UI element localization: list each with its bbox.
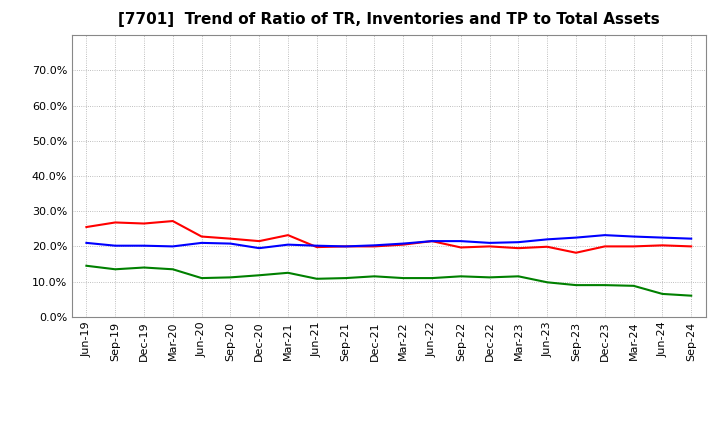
Line: Trade Receivables: Trade Receivables: [86, 221, 691, 253]
Trade Receivables: [485, 244, 494, 249]
Inventories: [629, 234, 638, 239]
Inventories: [485, 240, 494, 246]
Inventories: [399, 241, 408, 246]
Trade Payables: [140, 265, 148, 270]
Trade Receivables: [399, 242, 408, 247]
Trade Receivables: [255, 238, 264, 244]
Trade Payables: [543, 280, 552, 285]
Trade Payables: [82, 263, 91, 268]
Inventories: [111, 243, 120, 248]
Trade Payables: [168, 267, 177, 272]
Inventories: [284, 242, 292, 247]
Trade Payables: [687, 293, 696, 298]
Inventories: [226, 241, 235, 246]
Trade Receivables: [111, 220, 120, 225]
Inventories: [341, 244, 350, 249]
Trade Payables: [255, 273, 264, 278]
Trade Payables: [629, 283, 638, 289]
Trade Receivables: [687, 244, 696, 249]
Trade Receivables: [341, 244, 350, 249]
Trade Payables: [600, 282, 609, 288]
Inventories: [140, 243, 148, 248]
Trade Payables: [226, 275, 235, 280]
Trade Receivables: [197, 234, 206, 239]
Trade Payables: [658, 291, 667, 297]
Trade Payables: [456, 274, 465, 279]
Inventories: [687, 236, 696, 241]
Trade Payables: [341, 275, 350, 281]
Trade Receivables: [226, 236, 235, 241]
Inventories: [370, 243, 379, 248]
Inventories: [168, 244, 177, 249]
Title: [7701]  Trend of Ratio of TR, Inventories and TP to Total Assets: [7701] Trend of Ratio of TR, Inventories…: [118, 12, 660, 27]
Trade Receivables: [370, 244, 379, 249]
Inventories: [456, 238, 465, 244]
Trade Receivables: [428, 238, 436, 244]
Trade Payables: [514, 274, 523, 279]
Trade Payables: [572, 282, 580, 288]
Trade Receivables: [572, 250, 580, 255]
Inventories: [600, 232, 609, 238]
Line: Inventories: Inventories: [86, 235, 691, 248]
Line: Trade Payables: Trade Payables: [86, 266, 691, 296]
Inventories: [572, 235, 580, 240]
Inventories: [543, 237, 552, 242]
Inventories: [428, 238, 436, 244]
Trade Receivables: [658, 243, 667, 248]
Trade Receivables: [629, 244, 638, 249]
Trade Receivables: [284, 232, 292, 238]
Inventories: [255, 246, 264, 251]
Trade Receivables: [600, 244, 609, 249]
Inventories: [82, 240, 91, 246]
Inventories: [312, 243, 321, 248]
Trade Payables: [428, 275, 436, 281]
Trade Receivables: [543, 244, 552, 249]
Trade Receivables: [312, 245, 321, 250]
Trade Receivables: [456, 245, 465, 250]
Trade Receivables: [168, 218, 177, 224]
Trade Receivables: [140, 221, 148, 226]
Trade Payables: [284, 270, 292, 275]
Inventories: [197, 240, 206, 246]
Trade Payables: [111, 267, 120, 272]
Trade Payables: [197, 275, 206, 281]
Inventories: [658, 235, 667, 240]
Trade Payables: [312, 276, 321, 282]
Trade Receivables: [82, 224, 91, 230]
Trade Receivables: [514, 246, 523, 251]
Trade Payables: [485, 275, 494, 280]
Trade Payables: [370, 274, 379, 279]
Trade Payables: [399, 275, 408, 281]
Inventories: [514, 239, 523, 245]
